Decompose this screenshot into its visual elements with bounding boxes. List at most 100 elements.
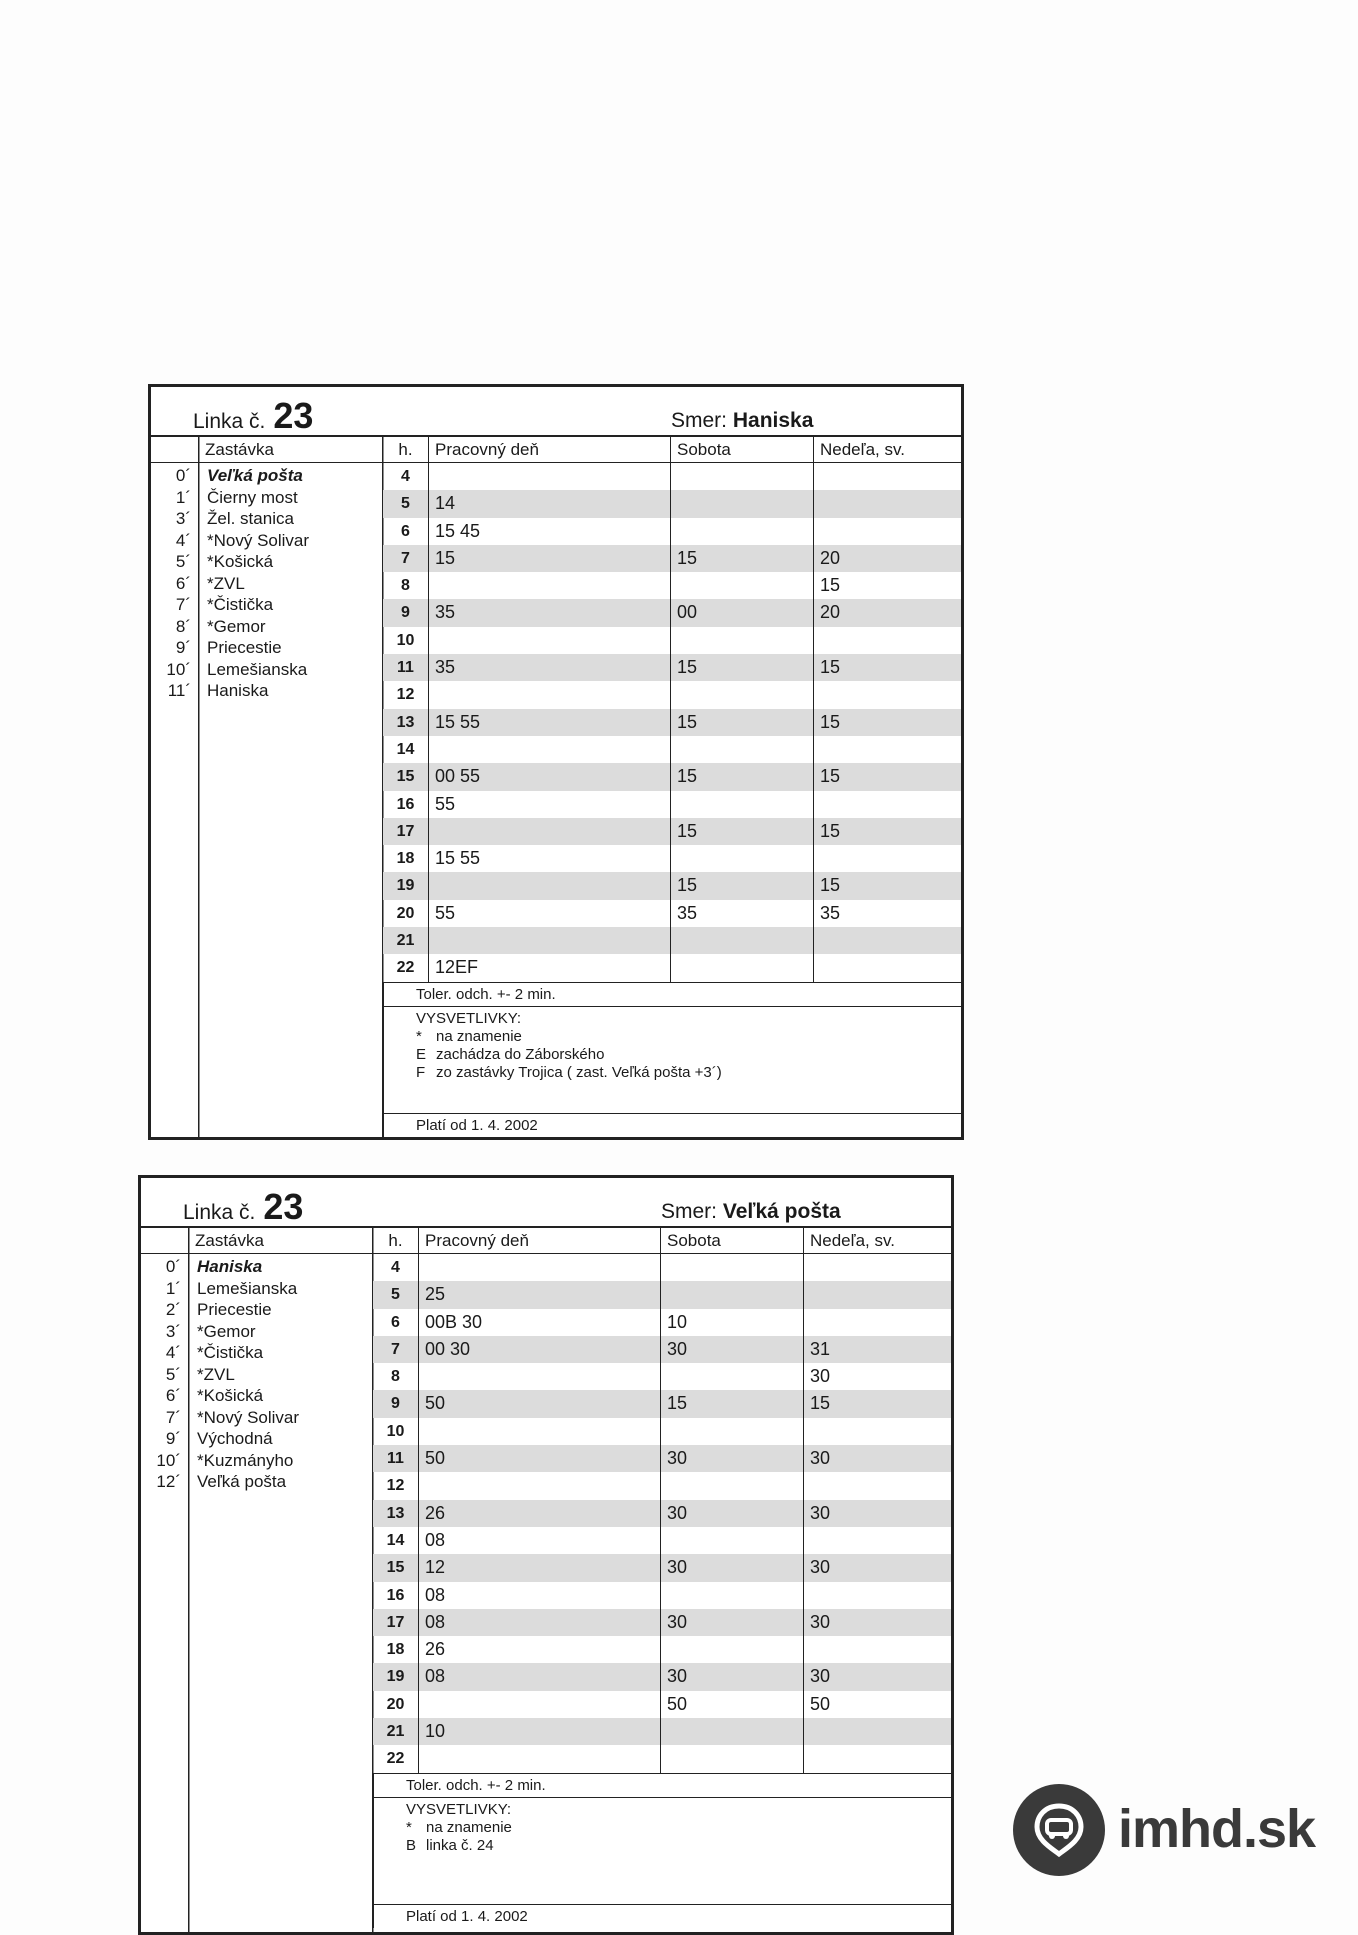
linka-label: Linka č. 23 — [193, 395, 313, 437]
hour-cell: 18 — [383, 845, 429, 873]
hour-cell: 18 — [373, 1636, 419, 1664]
direction-value: Haniska — [732, 409, 814, 432]
line-number: 23 — [263, 1186, 304, 1227]
stop-item: 0´ Veľká pošta — [151, 465, 383, 487]
sunday-departures — [804, 1636, 951, 1663]
hour-cell: 7 — [383, 544, 429, 573]
stop-cell — [199, 763, 383, 791]
stop-minutes: 10´ — [166, 659, 191, 679]
column-header-hour: h. — [383, 437, 429, 463]
stop-name: *Čistička — [207, 595, 274, 614]
workday-departures: 50 — [419, 1390, 661, 1418]
index-cell — [151, 899, 199, 928]
legend-text: zachádza do Záborského — [436, 1045, 605, 1063]
stop-cell — [189, 1335, 373, 1364]
saturday-departures: 15 — [671, 817, 814, 846]
workday-departures — [429, 463, 671, 491]
timetable-body: Zastávka h. Pracovný deň Sobota Nedeľa, sv. 4… — [151, 437, 961, 982]
sunday-departures — [804, 1582, 951, 1609]
index-cell — [141, 1499, 189, 1527]
column-header-sunday: Nedeľa, sv. — [804, 1228, 951, 1254]
hour-cell: 5 — [373, 1281, 419, 1309]
saturday-departures: 15 — [661, 1390, 804, 1418]
stop-item: 7´ *Nový Solivar — [141, 1407, 373, 1429]
timetable-grid: Zastávka h. Pracovný deň Sobota Nedeľa, sv. 4… — [141, 1228, 951, 1773]
stop-name: Lemešianska — [197, 1278, 298, 1298]
saturday-departures — [671, 463, 814, 491]
stop-item: 1´ Čierny most — [151, 487, 383, 509]
index-cell — [141, 1254, 189, 1282]
stop-cell — [199, 845, 383, 873]
hour-cell: 17 — [373, 1608, 419, 1637]
index-cell — [151, 544, 199, 573]
timetable-to-velka-posta: Linka č. 23 Smer: Veľká pošta Zastávka h. Pra… — [138, 1175, 954, 1935]
hour-cell: 5 — [383, 490, 429, 518]
sunday-departures: 15 — [814, 817, 961, 846]
saturday-departures — [671, 517, 814, 545]
index-cell — [151, 845, 199, 873]
stop-minutes: 3´ — [175, 509, 191, 528]
hour-cell: 16 — [373, 1581, 419, 1609]
saturday-departures: 15 — [671, 654, 814, 682]
hour-cell: 22 — [383, 954, 429, 982]
direction-value: Veľká pošta — [722, 1200, 841, 1223]
hour-cell: 6 — [383, 517, 429, 545]
hour-cell: 22 — [373, 1745, 419, 1773]
sunday-departures: 15 — [814, 872, 961, 900]
sunday-departures: 50 — [810, 1693, 831, 1714]
hour-cell: 12 — [373, 1472, 419, 1500]
stop-cell — [199, 708, 383, 736]
stop-cell — [189, 1499, 373, 1527]
saturday-departures — [661, 1363, 804, 1391]
hour-cell: 11 — [373, 1445, 419, 1473]
stop-cell — [199, 599, 383, 627]
workday-departures — [419, 1363, 661, 1391]
saturday-departures: 35 — [671, 899, 814, 928]
workday-departures: 00 55 — [429, 763, 671, 791]
sunday-departures: 30 — [810, 1366, 831, 1387]
stop-name: Východná — [197, 1429, 273, 1448]
sunday-departures: 30 — [804, 1445, 951, 1473]
saturday-departures — [671, 572, 814, 600]
workday-departures: 35 — [429, 654, 671, 682]
workday-departures: 15 — [429, 544, 671, 573]
stop-cell — [199, 626, 383, 655]
stop-cell — [189, 1445, 373, 1473]
hour-cell: 21 — [383, 927, 429, 955]
sunday-departures — [814, 954, 961, 981]
index-cell — [141, 1363, 189, 1391]
hour-cell: 10 — [383, 626, 429, 655]
sunday-departures: 20 — [814, 544, 961, 573]
sunday-departures: 15 — [820, 575, 841, 596]
stop-cell — [189, 1363, 373, 1391]
hour-cell: 4 — [373, 1254, 419, 1282]
stop-name: *ZVL — [197, 1364, 235, 1384]
workday-departures: 35 — [429, 599, 671, 627]
stop-minutes: 8´ — [175, 616, 191, 636]
saturday-departures — [661, 1581, 804, 1609]
column-header-stop: Zastávka — [189, 1228, 373, 1254]
workday-departures: 26 — [419, 1499, 661, 1527]
hour-cell: 9 — [383, 599, 429, 627]
index-cell — [151, 681, 199, 709]
index-cell — [151, 626, 199, 655]
direction-label: Smer: — [671, 409, 728, 432]
workday-departures: 08 — [419, 1526, 661, 1555]
sunday-departures — [804, 1527, 951, 1554]
saturday-departures: 10 — [661, 1308, 804, 1336]
stop-name: *ZVL — [207, 573, 245, 593]
stop-item: 3´ *Gemor — [141, 1321, 373, 1343]
saturday-departures — [671, 626, 814, 655]
saturday-departures — [671, 845, 814, 873]
index-cell — [151, 735, 199, 764]
stop-minutes: 4´ — [175, 530, 191, 550]
stop-minutes: 1´ — [175, 487, 191, 507]
legend-key: B — [406, 1836, 417, 1854]
stop-minutes: 9´ — [175, 638, 191, 657]
workday-departures — [429, 572, 671, 600]
saturday-departures: 15 — [671, 872, 814, 900]
stop-list: 0´ Haniska 1´ Lemešianska 2´ Priecestie 3´ *G… — [141, 1256, 373, 1493]
stop-cell — [199, 517, 383, 545]
saturday-departures: 30 — [661, 1663, 804, 1691]
